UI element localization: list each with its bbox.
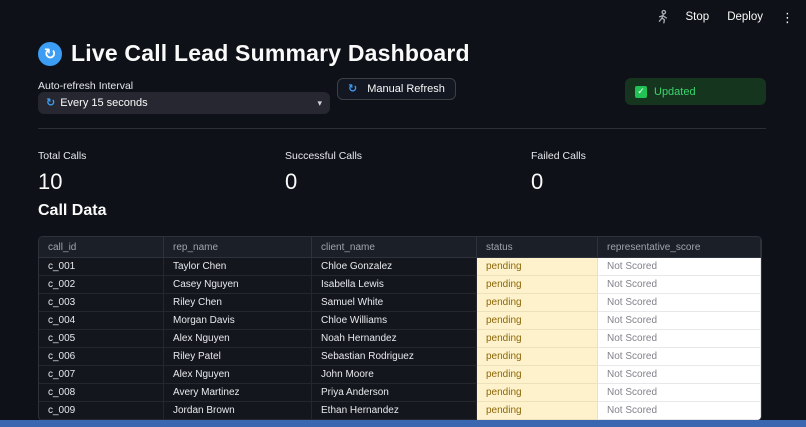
cell-status[interactable]: pending [477,402,598,420]
cell-call_id[interactable]: c_008 [39,384,164,402]
manual-refresh-label: Manual Refresh [367,83,445,95]
interval-selected-value: Every 15 seconds [60,97,148,109]
cell-call_id[interactable]: c_001 [39,258,164,276]
cell-status[interactable]: pending [477,294,598,312]
cell-representative_score[interactable]: Not Scored [598,348,761,366]
cell-representative_score[interactable]: Not Scored [598,366,761,384]
cell-call_id[interactable]: c_007 [39,366,164,384]
metric-failed-calls: Failed Calls 0 [531,150,731,195]
cell-status[interactable]: pending [477,330,598,348]
table-row[interactable]: c_006 Riley Patel Sebastian Rodriguez pendi… [39,348,761,366]
cell-client_name[interactable]: Priya Anderson [312,384,477,402]
metric-value: 0 [531,169,544,194]
cell-representative_score[interactable]: Not Scored [598,276,761,294]
cell-rep_name[interactable]: Riley Chen [164,294,312,312]
cell-status[interactable]: pending [477,366,598,384]
deploy-button[interactable]: Deploy [727,11,763,23]
cell-rep_name[interactable]: Alex Nguyen [164,330,312,348]
column-header-representative_score[interactable]: representative_score [598,237,761,258]
column-header-client_name[interactable]: client_name [312,237,477,258]
overflow-menu-icon[interactable]: ⋮ [781,9,794,25]
cell-client_name[interactable]: Noah Hernandez [312,330,477,348]
cell-representative_score[interactable]: Not Scored [598,384,761,402]
status-alert-text: Updated [654,85,696,98]
cell-client_name[interactable]: Ethan Hernandez [312,402,477,420]
status-alert: ✓ Updated [625,78,766,105]
cell-call_id[interactable]: c_006 [39,348,164,366]
metric-successful-calls: Successful Calls 0 [285,150,485,195]
table-row[interactable]: c_003 Riley Chen Samuel White pending Not Sc… [39,294,761,312]
table-row[interactable]: c_004 Morgan Davis Chloe Williams pending No… [39,312,761,330]
section-title: Call Data [38,202,107,219]
cell-rep_name[interactable]: Casey Nguyen [164,276,312,294]
cell-status[interactable]: pending [477,312,598,330]
table-row[interactable]: c_008 Avery Martinez Priya Anderson pending… [39,384,761,402]
cell-client_name[interactable]: Samuel White [312,294,477,312]
column-header-status[interactable]: status [477,237,598,258]
refresh-icon: ↻ [348,82,358,95]
call-data-table: call_id rep_name client_name status represen… [38,236,762,421]
cell-status[interactable]: pending [477,384,598,402]
bottom-accent-bar [0,420,806,427]
cell-representative_score[interactable]: Not Scored [598,312,761,330]
cell-call_id[interactable]: c_002 [39,276,164,294]
refresh-glyph: ↻ [43,45,57,63]
interval-select[interactable]: ↻ Every 15 seconds ▾ [38,92,330,114]
metric-value: 10 [38,169,63,194]
refresh-icon: ↻ [46,96,56,109]
cell-status[interactable]: pending [477,276,598,294]
cell-client_name[interactable]: Sebastian Rodriguez [312,348,477,366]
table-row[interactable]: c_002 Casey Nguyen Isabella Lewis pending No… [39,276,761,294]
cell-rep_name[interactable]: Taylor Chen [164,258,312,276]
stop-button[interactable]: Stop [685,11,710,23]
cell-client_name[interactable]: Chloe Williams [312,312,477,330]
column-header-call_id[interactable]: call_id [39,237,164,258]
cell-call_id[interactable]: c_005 [39,330,164,348]
interval-label: Auto-refresh Interval [38,80,134,92]
table-row[interactable]: c_001 Taylor Chen Chloe Gonzalez pending Not… [39,258,761,276]
metric-label: Total Calls [38,150,87,162]
app-toolbar: Stop Deploy ⋮ [654,6,796,28]
table-row[interactable]: c_009 Jordan Brown Ethan Hernandez pending N… [39,402,761,420]
cell-representative_score[interactable]: Not Scored [598,258,761,276]
check-glyph: ✓ [637,86,645,96]
cell-representative_score[interactable]: Not Scored [598,294,761,312]
cell-client_name[interactable]: Chloe Gonzalez [312,258,477,276]
refresh-emoji-icon: ↻ [38,41,62,66]
title-row: ↻ Live Call Lead Summary Dashboard [38,40,470,67]
divider [38,128,766,129]
cell-call_id[interactable]: c_009 [39,402,164,420]
column-header-rep_name[interactable]: rep_name [164,237,312,258]
cell-representative_score[interactable]: Not Scored [598,330,761,348]
cell-client_name[interactable]: John Moore [312,366,477,384]
table-row[interactable]: c_005 Alex Nguyen Noah Hernandez pending Not… [39,330,761,348]
chevron-down-icon: ▾ [317,97,322,108]
cell-call_id[interactable]: c_004 [39,312,164,330]
metric-total-calls: Total Calls 10 [38,150,238,195]
metric-label: Failed Calls [531,150,586,162]
cell-rep_name[interactable]: Jordan Brown [164,402,312,420]
metric-label: Successful Calls [285,150,363,162]
cell-representative_score[interactable]: Not Scored [598,402,761,420]
cell-client_name[interactable]: Isabella Lewis [312,276,477,294]
manual-refresh-button[interactable]: ↻ Manual Refresh [337,78,456,100]
table-body: c_001 Taylor Chen Chloe Gonzalez pending Not… [39,258,761,420]
running-indicator-icon [654,9,670,25]
table-row[interactable]: c_007 Alex Nguyen John Moore pending Not Sco… [39,366,761,384]
cell-call_id[interactable]: c_003 [39,294,164,312]
cell-rep_name[interactable]: Alex Nguyen [164,366,312,384]
metric-value: 0 [285,169,298,194]
table-header: call_id rep_name client_name status represen… [39,237,761,258]
cell-rep_name[interactable]: Morgan Davis [164,312,312,330]
page-title: Live Call Lead Summary Dashboard [71,40,470,66]
cell-status[interactable]: pending [477,348,598,366]
cell-status[interactable]: pending [477,258,598,276]
cell-rep_name[interactable]: Avery Martinez [164,384,312,402]
check-icon: ✓ [635,85,647,98]
cell-rep_name[interactable]: Riley Patel [164,348,312,366]
